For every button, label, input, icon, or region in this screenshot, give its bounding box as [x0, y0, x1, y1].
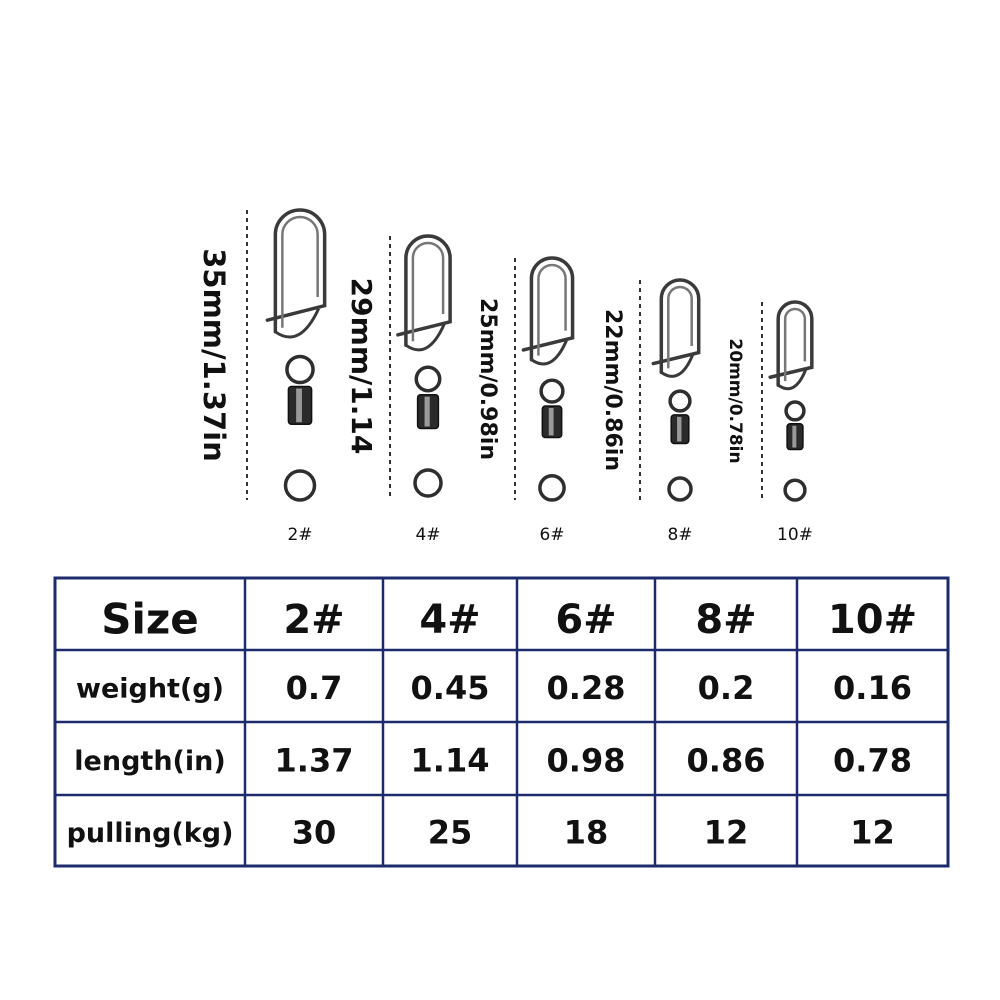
barrel-shine [548, 407, 554, 436]
snap-inner [411, 241, 445, 342]
row-label: weight(g) [76, 674, 224, 705]
snap [521, 256, 575, 362]
ring [668, 389, 692, 413]
table-cell: 0.98 [547, 742, 626, 780]
table-cell: 30 [292, 814, 337, 852]
dimension-label: 29mm/1.14 [345, 278, 378, 455]
swivel-icon [396, 234, 452, 498]
swivel-icon [651, 278, 701, 502]
snap-inner [537, 263, 567, 356]
ring [413, 468, 443, 498]
table-cell: 0.86 [687, 742, 766, 780]
snap [396, 234, 452, 347]
table-header-cell: Size [101, 595, 199, 644]
barrel-shine [792, 425, 797, 448]
size-label: 6# [539, 525, 564, 545]
dimension-label: 35mm/1.37in [197, 248, 231, 462]
table-cell: 18 [564, 814, 609, 852]
snap-base [405, 323, 446, 352]
snap-inner [281, 215, 319, 328]
row-label: pulling(kg) [67, 818, 234, 849]
snap [651, 278, 701, 375]
dimension-label: 22mm/0.86in [600, 309, 625, 471]
snap-base [274, 307, 321, 339]
ring [784, 400, 806, 422]
table-header-cell: 2# [283, 597, 344, 643]
table-cell: 0.16 [833, 669, 912, 707]
dimension-label: 20mm/0.78in [725, 338, 745, 463]
size-label: 2# [287, 525, 312, 545]
snap-base [660, 354, 695, 378]
snap-base [530, 339, 568, 366]
barrel-shine [296, 388, 302, 423]
snap-inner [667, 285, 693, 369]
table-cell: 0.7 [286, 669, 343, 707]
table-cell: 25 [428, 814, 473, 852]
table-cell: 0.78 [833, 742, 912, 780]
barrel-shine [424, 396, 430, 427]
ring [285, 354, 315, 385]
table-cell: 12 [704, 814, 749, 852]
snap [768, 300, 814, 387]
table-cell: 12 [850, 814, 895, 852]
snap-inner [783, 307, 807, 382]
ring [414, 365, 442, 393]
ring [783, 478, 807, 502]
ring [539, 378, 565, 404]
table-header-cell: 10# [828, 597, 917, 643]
table-cell: 1.37 [275, 742, 354, 780]
snap-base [777, 368, 808, 391]
row-label: length(in) [74, 746, 225, 777]
ring [538, 474, 566, 502]
ring [283, 469, 317, 502]
size-label: 4# [415, 525, 440, 545]
table-cell: 0.28 [547, 669, 626, 707]
table-header-cell: 6# [555, 597, 616, 643]
table-header-cell: 4# [419, 597, 480, 643]
swivel-icon [768, 300, 814, 502]
table-cell: 1.14 [411, 742, 490, 780]
barrel-shine [677, 416, 682, 442]
ring [667, 476, 693, 502]
table-cell: 0.2 [698, 669, 755, 707]
size-label: 10# [777, 525, 813, 545]
swivel-icon [265, 208, 327, 502]
table-header-cell: 8# [695, 597, 756, 643]
swivel-icon [521, 256, 575, 502]
snap [265, 208, 327, 334]
size-label: 8# [667, 525, 692, 545]
table-cell: 0.45 [411, 669, 490, 707]
dimension-label: 25mm/0.98in [475, 298, 500, 460]
